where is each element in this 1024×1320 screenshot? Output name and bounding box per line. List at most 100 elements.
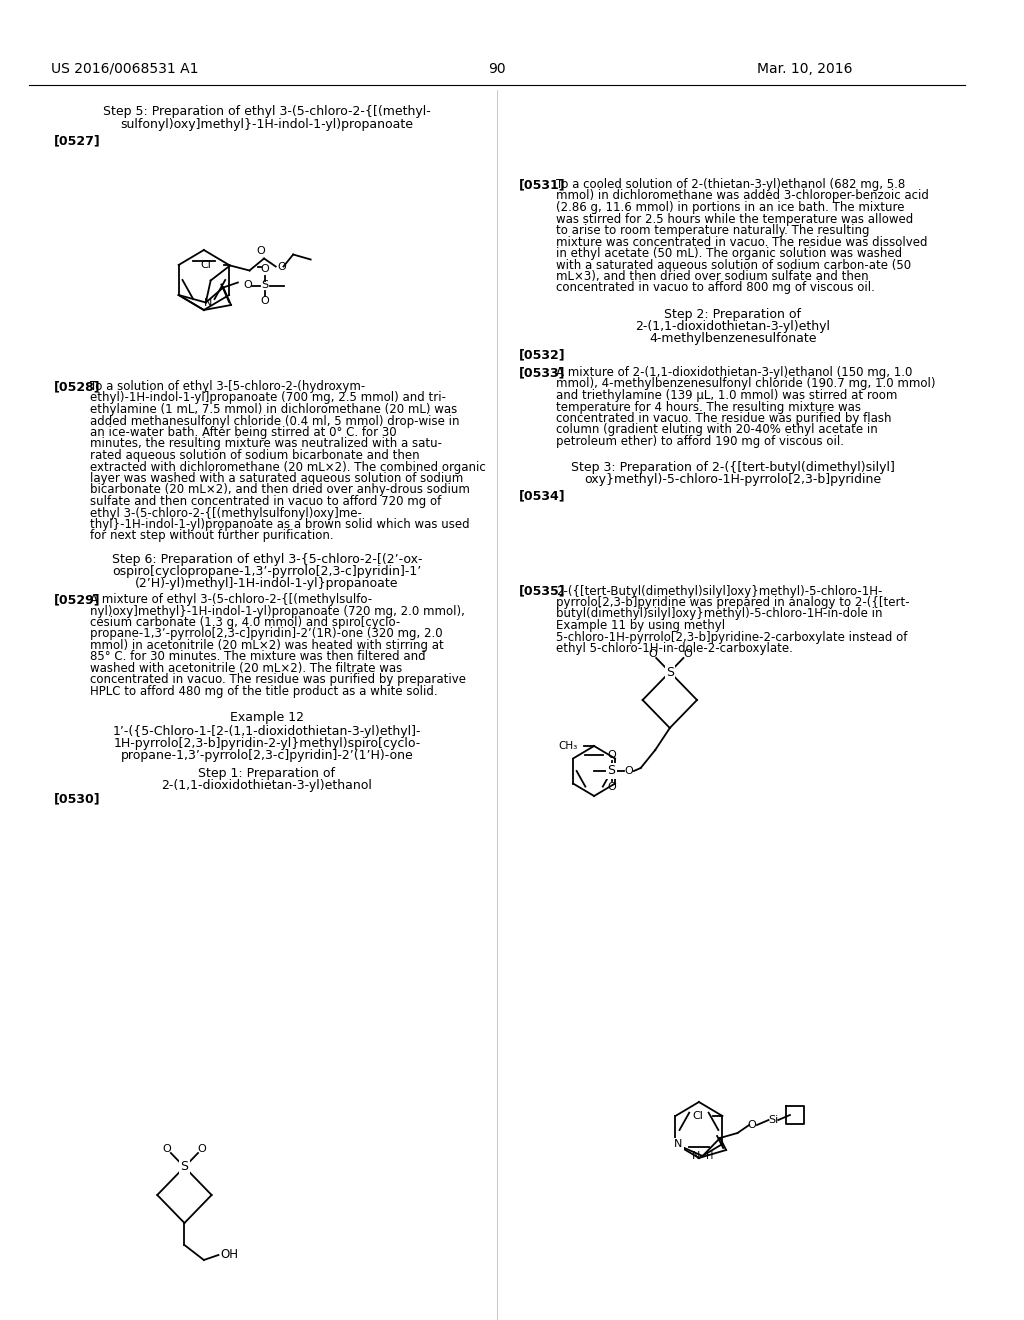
Text: US 2016/0068531 A1: US 2016/0068531 A1 — [51, 62, 199, 77]
Text: to arise to room temperature naturally. The resulting: to arise to room temperature naturally. … — [556, 224, 869, 238]
Text: S: S — [666, 665, 674, 678]
Text: mmol) in dichloromethane was added 3-chloroper-benzoic acid: mmol) in dichloromethane was added 3-chl… — [556, 190, 929, 202]
Text: pyrrolo[2,3-b]pyridine was prepared in analogy to 2-({[tert-: pyrrolo[2,3-b]pyridine was prepared in a… — [556, 597, 910, 609]
Text: was stirred for 2.5 hours while the temperature was allowed: was stirred for 2.5 hours while the temp… — [556, 213, 913, 226]
Text: butyl(dimethyl)silyl]oxy}methyl)-5-chloro-1H-in-dole in: butyl(dimethyl)silyl]oxy}methyl)-5-chlor… — [556, 607, 883, 620]
Text: minutes, the resulting mixture was neutralized with a satu-: minutes, the resulting mixture was neutr… — [90, 437, 442, 450]
Text: and triethylamine (139 μL, 1.0 mmol) was stirred at room: and triethylamine (139 μL, 1.0 mmol) was… — [556, 389, 898, 403]
Text: Example 12: Example 12 — [230, 711, 304, 725]
Text: mixture was concentrated in vacuo. The residue was dissolved: mixture was concentrated in vacuo. The r… — [556, 235, 928, 248]
Text: washed with acetonitrile (20 mL×2). The filtrate was: washed with acetonitrile (20 mL×2). The … — [90, 663, 402, 675]
Text: O: O — [198, 1144, 206, 1154]
Text: in ethyl acetate (50 mL). The organic solution was washed: in ethyl acetate (50 mL). The organic so… — [556, 247, 902, 260]
Text: mmol), 4-methylbenzenesulfonyl chloride (190.7 mg, 1.0 mmol): mmol), 4-methylbenzenesulfonyl chloride … — [556, 378, 936, 391]
Text: propane-1,3’-pyrrolo[2,3-c]pyridin]-2’(1’H)-one: propane-1,3’-pyrrolo[2,3-c]pyridin]-2’(1… — [121, 748, 414, 762]
Text: [0534]: [0534] — [519, 490, 566, 503]
Text: layer was washed with a saturated aqueous solution of sodium: layer was washed with a saturated aqueou… — [90, 473, 464, 484]
Text: OH: OH — [220, 1249, 239, 1262]
Text: thyl}-1H-indol-1-yl)propanoate as a brown solid which was used: thyl}-1H-indol-1-yl)propanoate as a brow… — [90, 517, 470, 531]
Text: [0532]: [0532] — [519, 348, 566, 360]
Text: mL×3), and then dried over sodium sulfate and then: mL×3), and then dried over sodium sulfat… — [556, 271, 868, 282]
Text: with a saturated aqueous solution of sodium carbon-ate (50: with a saturated aqueous solution of sod… — [556, 259, 911, 272]
Text: N: N — [204, 297, 212, 308]
Text: Step 2: Preparation of: Step 2: Preparation of — [665, 308, 802, 321]
Text: ethylamine (1 mL, 7.5 mmol) in dichloromethane (20 mL) was: ethylamine (1 mL, 7.5 mmol) in dichlorom… — [90, 403, 458, 416]
Text: bicarbonate (20 mL×2), and then dried over anhy-drous sodium: bicarbonate (20 mL×2), and then dried ov… — [90, 483, 470, 496]
Text: To a solution of ethyl 3-[5-chloro-2-(hydroxym-: To a solution of ethyl 3-[5-chloro-2-(hy… — [90, 380, 366, 393]
Text: Cl: Cl — [201, 260, 212, 271]
Text: oxy}methyl)-5-chloro-1H-pyrrolo[2,3-b]pyridine: oxy}methyl)-5-chloro-1H-pyrrolo[2,3-b]py… — [585, 474, 882, 487]
Text: sulfonyl)oxy]methyl}-1H-indol-1-yl)propanoate: sulfonyl)oxy]methyl}-1H-indol-1-yl)propa… — [121, 117, 414, 131]
Text: Step 6: Preparation of ethyl 3-{5-chloro-2-[(2’-ox-: Step 6: Preparation of ethyl 3-{5-chloro… — [112, 553, 422, 566]
Text: O: O — [163, 1144, 171, 1154]
Text: A mixture of ethyl 3-(5-chloro-2-{[(methylsulfo-: A mixture of ethyl 3-(5-chloro-2-{[(meth… — [90, 593, 373, 606]
Text: petroleum ether) to afford 190 mg of viscous oil.: petroleum ether) to afford 190 mg of vis… — [556, 436, 844, 447]
Text: sulfate and then concentrated in vacuo to afford 720 mg of: sulfate and then concentrated in vacuo t… — [90, 495, 441, 508]
Text: extracted with dichloromethane (20 mL×2). The combined organic: extracted with dichloromethane (20 mL×2)… — [90, 461, 486, 474]
Text: [0531]: [0531] — [519, 178, 566, 191]
Text: ospiro[cyclopropane-1,3’-pyrrolo[2,3-c]pyridin]-1’: ospiro[cyclopropane-1,3’-pyrrolo[2,3-c]p… — [113, 565, 422, 578]
Text: S: S — [261, 281, 268, 290]
Text: (2’H)-yl)methyl]-1H-indol-1-yl}propanoate: (2’H)-yl)methyl]-1H-indol-1-yl}propanoat… — [135, 577, 398, 590]
Text: Example 11 by using methyl: Example 11 by using methyl — [556, 619, 725, 632]
Text: Step 3: Preparation of 2-({[tert-butyl(dimethyl)silyl]: Step 3: Preparation of 2-({[tert-butyl(d… — [571, 462, 895, 474]
Text: 2-(1,1-dioxidothietan-3-yl)ethanol: 2-(1,1-dioxidothietan-3-yl)ethanol — [162, 779, 373, 792]
Text: 5-chloro-1H-pyrrolo[2,3-b]pyridine-2-carboxylate instead of: 5-chloro-1H-pyrrolo[2,3-b]pyridine-2-car… — [556, 631, 907, 644]
Text: 2-(1,1-dioxidothietan-3-yl)ethyl: 2-(1,1-dioxidothietan-3-yl)ethyl — [636, 319, 830, 333]
Text: 4-methylbenzenesulfonate: 4-methylbenzenesulfonate — [649, 333, 817, 345]
Text: Mar. 10, 2016: Mar. 10, 2016 — [757, 62, 853, 77]
Text: N: N — [692, 1151, 700, 1162]
Text: O: O — [607, 750, 615, 760]
Text: O: O — [683, 649, 691, 659]
Text: [0528]: [0528] — [53, 380, 100, 393]
Text: added methanesulfonyl chloride (0.4 ml, 5 mmol) drop-wise in: added methanesulfonyl chloride (0.4 ml, … — [90, 414, 460, 428]
Text: an ice-water bath. After being stirred at 0° C. for 30: an ice-water bath. After being stirred a… — [90, 426, 397, 440]
Text: O: O — [748, 1119, 757, 1130]
Text: A mixture of 2-(1,1-dioxidothietan-3-yl)ethanol (150 mg, 1.0: A mixture of 2-(1,1-dioxidothietan-3-yl)… — [556, 366, 912, 379]
Text: To a cooled solution of 2-(thietan-3-yl)ethanol (682 mg, 5.8: To a cooled solution of 2-(thietan-3-yl)… — [556, 178, 905, 191]
Text: CH₃: CH₃ — [558, 741, 578, 751]
Text: 90: 90 — [488, 62, 506, 77]
Text: [0529]: [0529] — [53, 593, 100, 606]
Text: Step 5: Preparation of ethyl 3-(5-chloro-2-{[(methyl-: Step 5: Preparation of ethyl 3-(5-chloro… — [103, 106, 431, 117]
Text: [0535]: [0535] — [519, 585, 566, 598]
Text: ethyl 5-chloro-1H-in-dole-2-carboxylate.: ethyl 5-chloro-1H-in-dole-2-carboxylate. — [556, 642, 794, 655]
Text: ethyl 3-(5-chloro-2-{[(methylsulfonyl)oxy]me-: ethyl 3-(5-chloro-2-{[(methylsulfonyl)ox… — [90, 507, 362, 520]
Text: concentrated in vacuo to afford 800 mg of viscous oil.: concentrated in vacuo to afford 800 mg o… — [556, 281, 876, 294]
Text: [0530]: [0530] — [53, 792, 100, 805]
Text: O: O — [243, 281, 252, 290]
Text: O: O — [261, 297, 269, 306]
Text: propane-1,3’-pyrrolo[2,3-c]pyridin]-2’(1R)-one (320 mg, 2.0: propane-1,3’-pyrrolo[2,3-c]pyridin]-2’(1… — [90, 627, 443, 640]
Text: O: O — [257, 247, 265, 256]
Text: temperature for 4 hours. The resulting mixture was: temperature for 4 hours. The resulting m… — [556, 400, 861, 413]
Text: mmol) in acetonitrile (20 mL×2) was heated with stirring at: mmol) in acetonitrile (20 mL×2) was heat… — [90, 639, 444, 652]
Text: O: O — [625, 766, 634, 776]
Text: Step 1: Preparation of: Step 1: Preparation of — [199, 767, 336, 780]
Text: cesium carbonate (1.3 g, 4.0 mmol) and spiro[cyclo-: cesium carbonate (1.3 g, 4.0 mmol) and s… — [90, 616, 400, 630]
Text: (2.86 g, 11.6 mmol) in portions in an ice bath. The mixture: (2.86 g, 11.6 mmol) in portions in an ic… — [556, 201, 905, 214]
Text: Cl: Cl — [692, 1111, 703, 1121]
Text: S: S — [180, 1160, 188, 1173]
Text: rated aqueous solution of sodium bicarbonate and then: rated aqueous solution of sodium bicarbo… — [90, 449, 420, 462]
Text: O: O — [261, 264, 269, 275]
Text: Si: Si — [768, 1115, 778, 1125]
Text: O: O — [278, 261, 287, 272]
Text: [0527]: [0527] — [53, 135, 100, 147]
Text: HPLC to afford 480 mg of the title product as a white solid.: HPLC to afford 480 mg of the title produ… — [90, 685, 438, 698]
Text: 1’-({5-Chloro-1-[2-(1,1-dioxidothietan-3-yl)ethyl]-: 1’-({5-Chloro-1-[2-(1,1-dioxidothietan-3… — [113, 725, 421, 738]
Text: for next step without further purification.: for next step without further purificati… — [90, 529, 334, 543]
Text: concentrated in vacuo. The residue was purified by preparative: concentrated in vacuo. The residue was p… — [90, 673, 466, 686]
Text: ethyl)-1H-indol-1-yl]propanoate (700 mg, 2.5 mmol) and tri-: ethyl)-1H-indol-1-yl]propanoate (700 mg,… — [90, 392, 446, 404]
Text: 85° C. for 30 minutes. The mixture was then filtered and: 85° C. for 30 minutes. The mixture was t… — [90, 651, 426, 664]
Text: O: O — [648, 649, 656, 659]
Text: [0533]: [0533] — [519, 366, 566, 379]
Text: column (gradient eluting with 20-40% ethyl acetate in: column (gradient eluting with 20-40% eth… — [556, 424, 878, 437]
Text: nyl)oxy]methyl}-1H-indol-1-yl)propanoate (720 mg, 2.0 mmol),: nyl)oxy]methyl}-1H-indol-1-yl)propanoate… — [90, 605, 465, 618]
Text: S: S — [607, 764, 615, 777]
Text: N: N — [674, 1139, 682, 1148]
Text: 2-({[tert-Butyl(dimethyl)silyl]oxy}methyl)-5-chloro-1H-: 2-({[tert-Butyl(dimethyl)silyl]oxy}methy… — [556, 585, 883, 598]
Text: 1H-pyrrolo[2,3-b]pyridin-2-yl}methyl)spiro[cyclo-: 1H-pyrrolo[2,3-b]pyridin-2-yl}methyl)spi… — [114, 737, 421, 750]
Text: concentrated in vacuo. The residue was purified by flash: concentrated in vacuo. The residue was p… — [556, 412, 892, 425]
Text: H: H — [707, 1151, 714, 1162]
Text: O: O — [607, 781, 615, 792]
